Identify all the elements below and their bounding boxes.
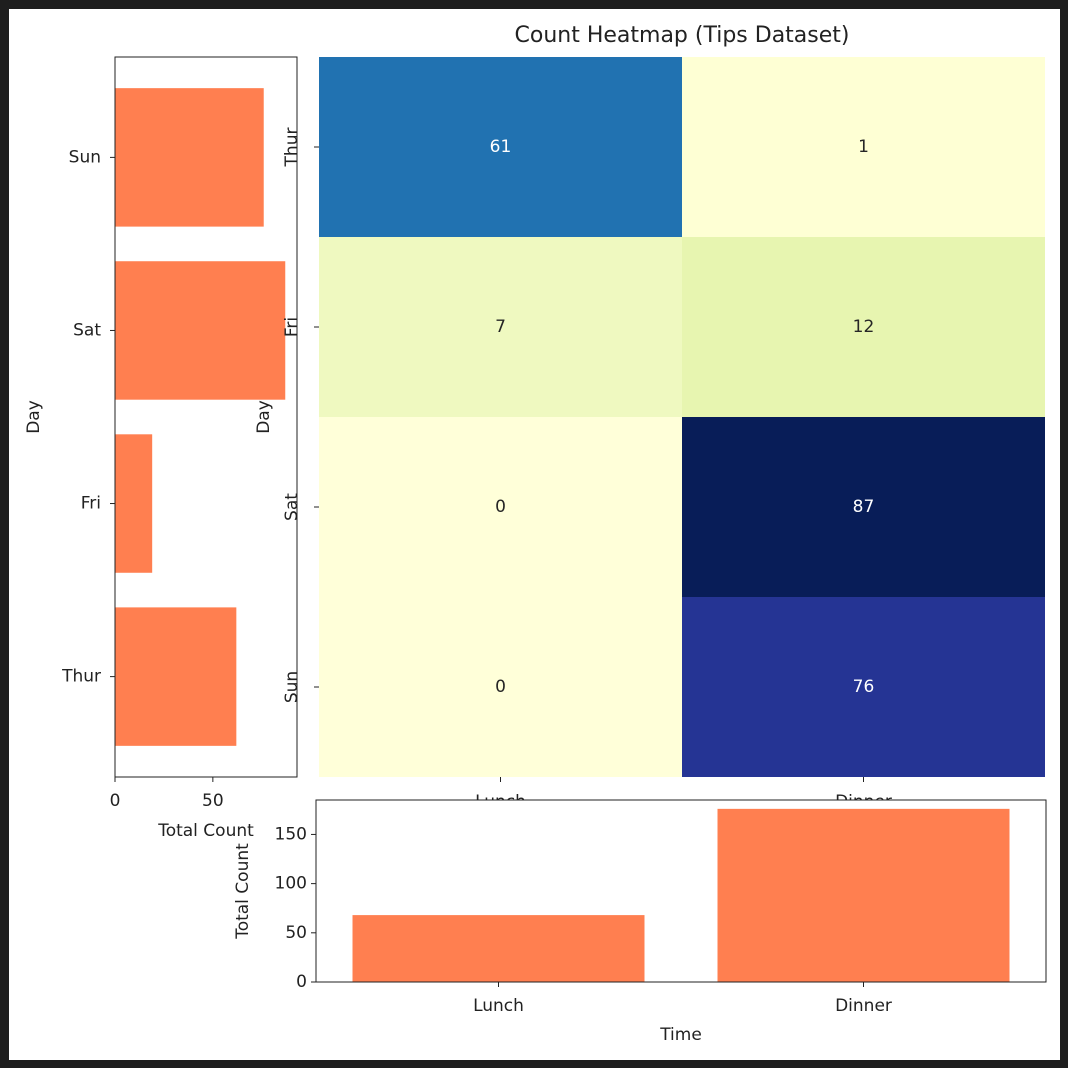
y-tick-label: Sat	[282, 493, 302, 521]
x-tick-label: Dinner	[835, 996, 892, 1016]
bar	[115, 607, 237, 746]
cell-label: 7	[495, 317, 506, 337]
chart-title: Count Heatmap (Tips Dataset)	[515, 23, 850, 48]
heatmap-cell	[682, 237, 1045, 417]
cell-label: 61	[490, 137, 512, 157]
y-tick-label: 150	[275, 824, 307, 844]
bar	[115, 88, 264, 227]
heatmap-cell	[319, 237, 682, 417]
y-tick-label: Thur	[282, 128, 302, 168]
cell-label: 76	[853, 677, 875, 697]
heatmap-cell	[319, 417, 682, 597]
cell-label: 1	[858, 137, 869, 157]
y-tick-label: 100	[275, 874, 307, 894]
x-tick-label: Lunch	[473, 996, 524, 1016]
cell-label: 0	[495, 677, 506, 697]
y-tick-label: Sat	[73, 320, 101, 340]
y-axis-label: Day	[24, 400, 44, 434]
y-tick-label: 50	[285, 923, 307, 943]
bar	[352, 915, 645, 982]
y-tick-label: Fri	[81, 494, 101, 514]
y-tick-label: Sun	[69, 147, 101, 167]
bar	[115, 434, 153, 573]
heatmap-cell	[682, 57, 1045, 237]
axes-frame	[114, 56, 298, 778]
axes-frame	[315, 799, 1047, 983]
cell-label: 0	[495, 497, 506, 517]
heatmap-cell	[682, 417, 1045, 597]
bar	[717, 808, 1010, 982]
cell-label: 12	[853, 317, 875, 337]
y-tick-label: 0	[296, 972, 307, 992]
cell-label: 87	[853, 497, 875, 517]
y-tick-label: Fri	[282, 317, 302, 337]
x-axis-label: Total Count	[157, 821, 254, 841]
heatmap-cell	[319, 597, 682, 777]
x-axis-label: Time	[659, 1025, 702, 1045]
y-tick-label: Thur	[61, 667, 101, 687]
heatmap-cell	[682, 597, 1045, 777]
x-tick-label: 0	[110, 791, 121, 811]
x-tick-label: 50	[202, 791, 224, 811]
y-axis-label: Day	[254, 400, 274, 434]
heatmap-cell	[319, 57, 682, 237]
y-tick-label: Sun	[282, 671, 302, 703]
bar	[115, 261, 286, 400]
y-axis-label: Total Count	[233, 843, 253, 940]
